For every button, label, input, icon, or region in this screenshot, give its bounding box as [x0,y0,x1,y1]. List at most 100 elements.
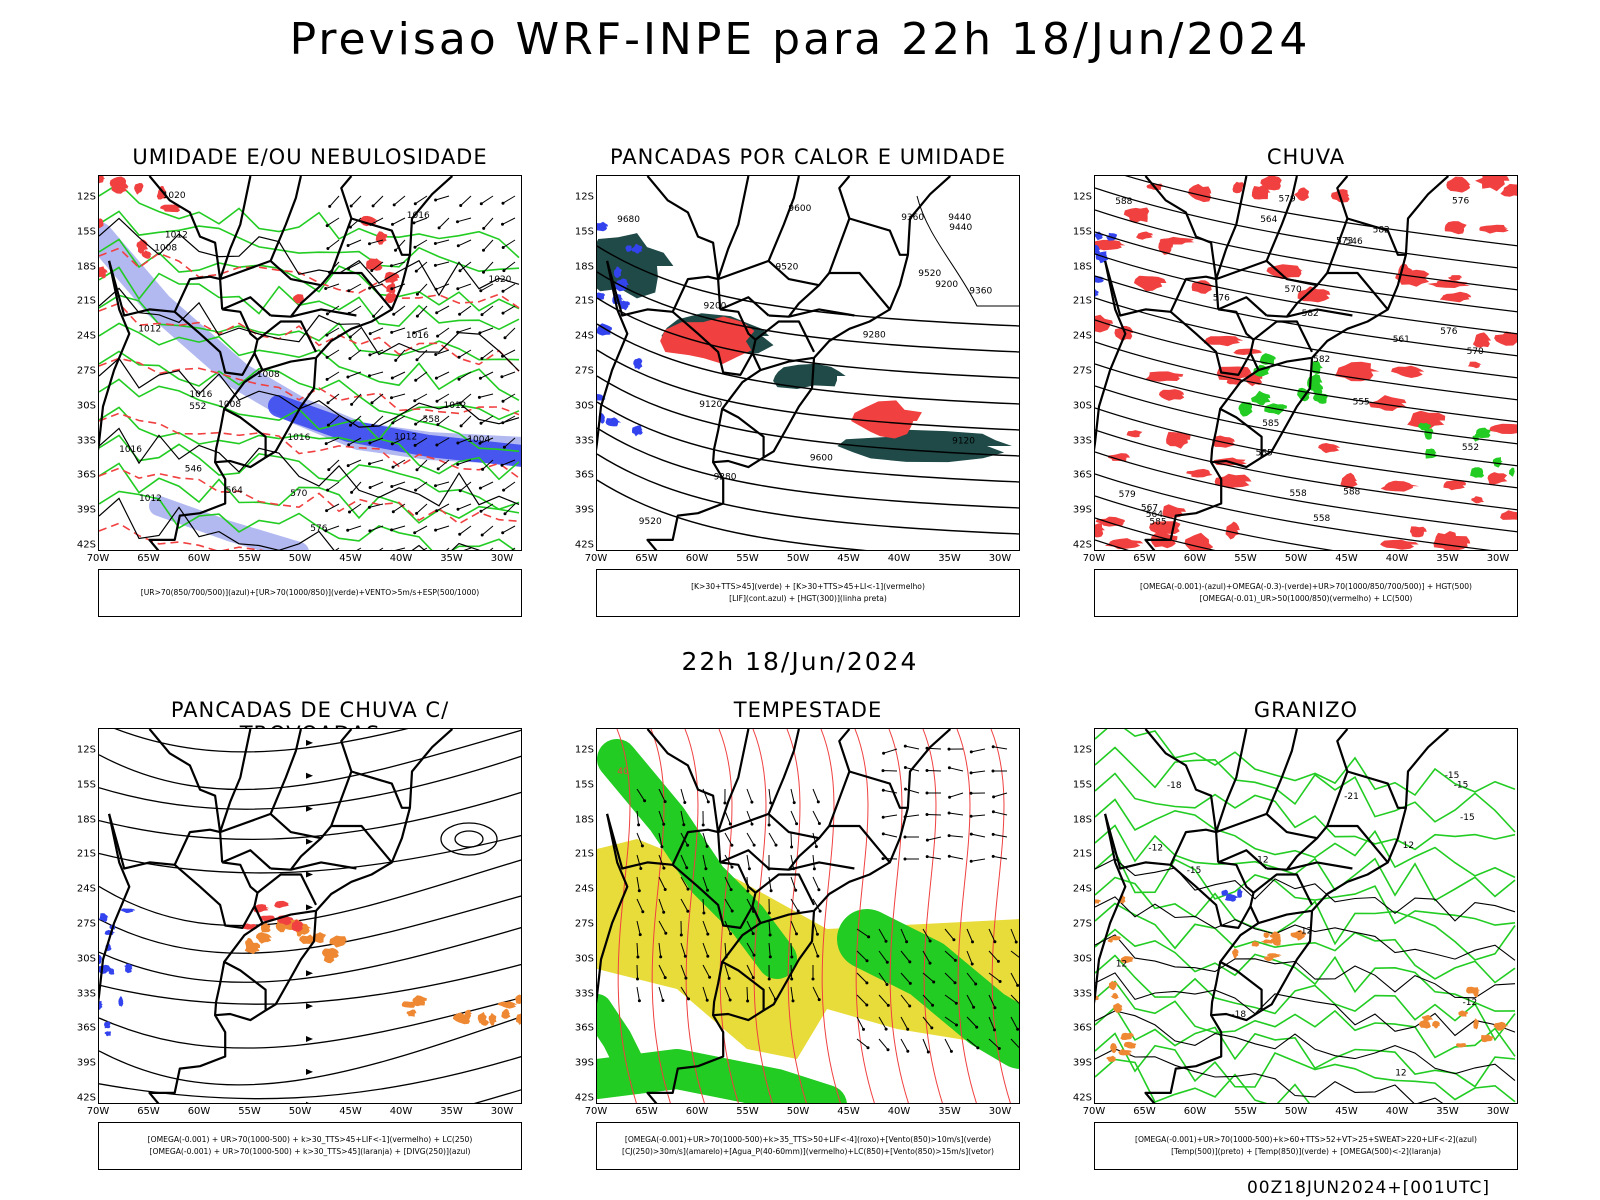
li-negative-area [660,316,755,364]
wind-vector [1010,950,1019,958]
wind-vector [335,547,340,550]
divergence-area [104,1031,111,1037]
wind-vector-head [862,1027,865,1031]
border-line [221,849,272,870]
wind-vector [446,547,450,550]
wind-vector-head [903,857,907,861]
hgt500-contour [1095,275,1517,357]
rain-area [1446,176,1471,193]
panel-title: UMIDADE E/OU NEBULOSIDADE [132,145,488,169]
wind-vector [391,393,406,399]
contour-label: 1012 [139,494,162,504]
border-line [99,260,131,451]
humidity-band-mid [268,395,521,467]
wind-vector-head [501,311,505,315]
wind850-band [837,909,1019,1069]
wind-vector-head [881,832,885,836]
wind-vector-head [811,977,815,981]
wind-vector [746,920,754,934]
wind-vector [369,327,384,335]
wind-vector [415,371,428,381]
wind-vector [348,305,362,314]
wind-vector-head [682,823,686,827]
wind-vector [926,770,942,772]
wind-vector-head [434,528,438,532]
legend-granizo: [OMEGA(-0.001)+UR>70(1000-500)+k>60+TTS>… [1094,1122,1518,1170]
hgt500-contour [1095,451,1517,533]
temp850-contour [1095,954,1516,1042]
wind-vector-head [706,888,709,892]
wind-vector-head [928,939,932,943]
rain-area [1391,365,1425,378]
wind-vector-head [925,838,929,842]
wind-vector-head [415,468,419,472]
wind-vector-head [686,909,690,913]
wind-vector [966,1038,979,1049]
omega500-area [1421,1014,1434,1022]
red-contour-cluster [141,250,152,259]
lat-tick-label: 39S [76,1057,96,1069]
wind-vector-head [434,484,437,488]
wind-vector-head [413,245,417,249]
omega500-area [1458,1010,1469,1017]
lon-tick-label: 60W [1183,553,1207,564]
wind-vector-head [866,1046,870,1050]
rain-area [1107,453,1130,462]
wind-vector [480,503,494,512]
wind-vector-head [390,442,394,446]
contour-label: 9360 [969,286,992,296]
lat-tick-label: 18S [1072,814,1092,826]
contour-label: 1004 [467,435,490,445]
omega500-area [1120,1032,1134,1040]
wind-vector [966,928,973,943]
border-line [1215,176,1349,287]
temp850-contour [1095,928,1516,1012]
wind-vector-head [947,747,951,751]
wind-vector-head [415,292,419,296]
lon-tick-label: 65W [1133,553,1156,564]
wind-vector-head [949,1049,953,1053]
wind-vector-head [686,843,690,847]
lon-tick-label: 30W [490,1106,514,1117]
border-line [849,770,908,809]
lon-tick-label: 40W [887,553,911,564]
wind-vector-head [434,198,438,202]
wind-vector-head [930,1026,934,1030]
rain-area [1233,348,1263,355]
wind-vector-head [884,939,888,943]
wind-vector-head [479,421,483,425]
lon-tick-label: 65W [635,553,658,564]
rain-area [1158,238,1174,255]
wind-vector-head [413,443,417,447]
rain-area [1407,410,1446,430]
contour-label: 573 [1336,236,1353,246]
lon-tick-label: 50W [786,1106,810,1117]
wind-vector [971,814,986,817]
wind-vector [504,503,516,515]
lon-tick-label: 70W [1082,553,1106,564]
wind-vector [746,898,754,912]
wind-vector [414,437,428,446]
border-line [99,813,131,1004]
border-line [219,729,353,840]
wind-vector [949,835,964,838]
wind-vector-head [368,353,372,357]
wind-vector [949,767,964,772]
lon-tick-label: 40W [389,553,413,564]
lat-tick-label: 24S [76,330,96,342]
wind-vector [1010,1016,1019,1030]
wind-vector-head [325,377,329,381]
wind-vector-head [992,795,996,799]
wind-vector-head [348,510,351,514]
wind-vector [658,810,665,825]
legend-pancadas-calor: [K>30+TTS>45](verde) + [K>30+TTS>45+LI<-… [596,569,1020,617]
wind-vector-head [325,224,329,228]
wind-vector-head [705,844,709,848]
lat-tick-label: 18S [76,261,96,273]
wind-vector [905,814,920,818]
lif-contour [597,292,605,300]
wind-vector-head [998,980,1002,983]
omega-weak-area [1095,244,1101,255]
rain-area [1095,239,1126,251]
wind-vector-head [865,981,869,985]
